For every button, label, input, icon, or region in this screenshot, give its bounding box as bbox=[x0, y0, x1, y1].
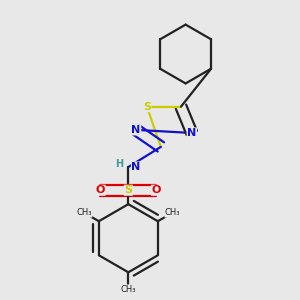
Text: CH₃: CH₃ bbox=[76, 208, 92, 217]
Text: N: N bbox=[187, 128, 196, 138]
Text: CH₃: CH₃ bbox=[121, 285, 136, 294]
Text: S: S bbox=[143, 102, 151, 112]
Text: S: S bbox=[124, 185, 132, 195]
Text: O: O bbox=[152, 185, 161, 195]
Text: H: H bbox=[116, 159, 124, 169]
Text: N: N bbox=[131, 125, 141, 135]
Text: O: O bbox=[96, 185, 105, 195]
Text: N: N bbox=[131, 162, 141, 172]
Text: CH₃: CH₃ bbox=[165, 208, 180, 217]
